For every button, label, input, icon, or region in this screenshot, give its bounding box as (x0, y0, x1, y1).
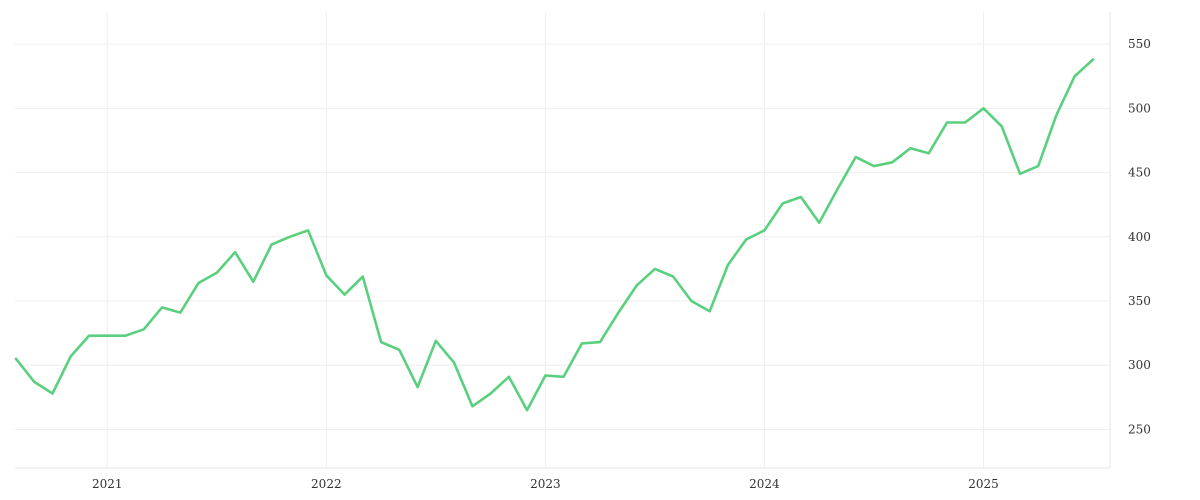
x-tick-label: 2023 (530, 477, 561, 491)
x-axis-ticks: 2021 2022 2023 2024 2025 (92, 477, 999, 491)
series-layer (14, 58, 1095, 412)
series-line (14, 58, 1095, 412)
x-tick-label: 2021 (92, 477, 123, 491)
y-axis-ticks: 250 300 350 400 450 500 550 (1128, 37, 1151, 436)
x-tick-label: 2024 (749, 477, 780, 491)
y-tick-label: 500 (1128, 101, 1151, 115)
grid-layer (15, 12, 1110, 468)
y-tick-label: 250 (1128, 422, 1151, 436)
y-tick-label: 450 (1128, 166, 1151, 180)
y-tick-label: 400 (1128, 230, 1151, 244)
y-tick-label: 350 (1128, 294, 1151, 308)
x-tick-label: 2022 (311, 477, 342, 491)
x-tick-label: 2025 (968, 477, 999, 491)
y-tick-label: 300 (1128, 358, 1151, 372)
y-tick-label: 550 (1128, 37, 1151, 51)
